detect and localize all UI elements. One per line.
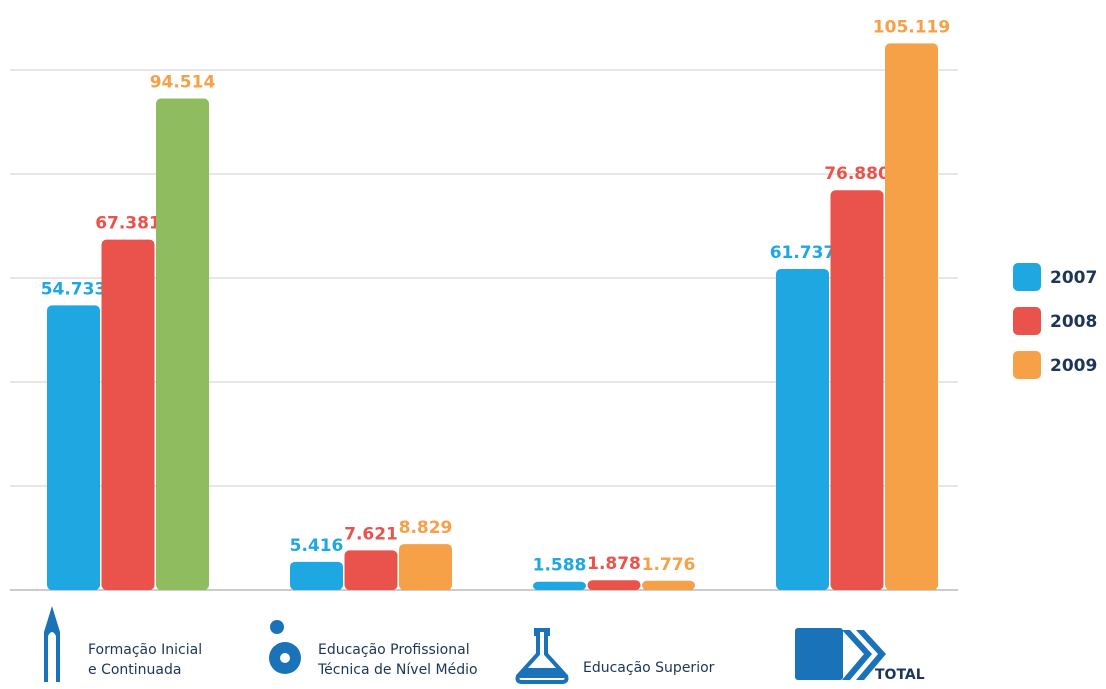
value-label: 1.588 — [533, 556, 587, 576]
bar — [885, 43, 938, 590]
bar — [47, 305, 100, 590]
total-arrows — [842, 630, 886, 680]
bar — [290, 561, 343, 590]
legend-swatch — [1013, 263, 1041, 291]
bar — [344, 550, 398, 590]
value-label: 8.829 — [399, 518, 453, 538]
bar — [101, 239, 155, 590]
legend-label: 2008 — [1050, 312, 1097, 332]
bar — [533, 581, 586, 590]
value-label: 94.514 — [150, 73, 216, 93]
x-tick-label: Técnica de Nível Médio — [317, 662, 478, 678]
x-tick-label: Educação Superior — [583, 660, 715, 676]
x-tick-label: TOTAL — [875, 667, 925, 683]
x-tick-label: Educação Profissional — [318, 642, 470, 658]
total-icon — [795, 628, 843, 680]
bar — [156, 98, 209, 591]
legend-swatch — [1013, 351, 1041, 379]
bar — [776, 268, 829, 590]
gear-small-icon — [270, 620, 284, 634]
value-label: 76.880 — [824, 164, 890, 184]
x-tick-label: e Continuada — [88, 662, 181, 678]
value-label: 61.737 — [770, 243, 836, 263]
flask-liquid — [518, 668, 566, 678]
x-tick-label: Formação Inicial — [88, 642, 202, 658]
value-label: 54.733 — [41, 279, 107, 299]
bar — [830, 190, 884, 590]
value-label: 105.119 — [873, 17, 950, 37]
bar — [587, 580, 641, 590]
pencil-icon — [44, 606, 60, 682]
value-label: 67.381 — [95, 214, 161, 234]
gear-hole — [280, 653, 290, 663]
legend-label: 2009 — [1050, 356, 1097, 376]
bar — [399, 544, 452, 590]
bar — [642, 580, 695, 590]
value-label: 5.416 — [290, 536, 344, 556]
flask-icon — [515, 628, 569, 684]
value-label: 1.776 — [642, 555, 696, 575]
legend-swatch — [1013, 307, 1041, 335]
value-label: 1.878 — [587, 554, 641, 574]
icons — [44, 606, 886, 684]
legend-label: 2007 — [1050, 268, 1097, 288]
value-label: 7.621 — [344, 524, 398, 544]
